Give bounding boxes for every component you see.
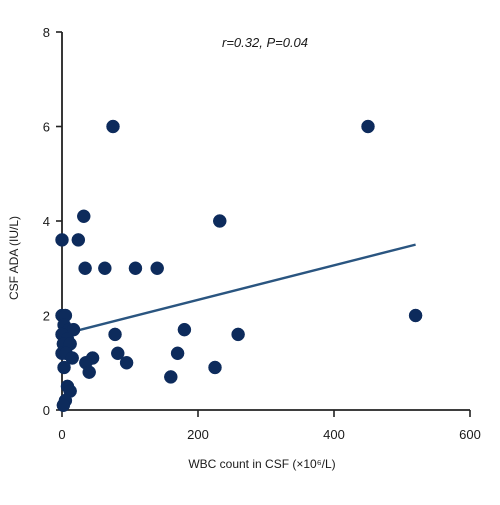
regression-line-group	[61, 243, 416, 336]
data-point	[208, 360, 222, 375]
correlation-annotation: r=0.32, P=0.04	[222, 35, 308, 50]
y-tick-label: 8	[43, 25, 50, 40]
y-tick-label: 6	[43, 120, 50, 135]
data-point	[65, 351, 79, 365]
data-point	[106, 119, 120, 134]
data-point	[56, 398, 71, 413]
data-point	[77, 209, 91, 224]
x-tick-label: 400	[323, 427, 345, 442]
data-point	[361, 119, 375, 134]
y-tick-label: 4	[43, 214, 50, 229]
data-point	[128, 261, 143, 275]
data-point	[408, 308, 423, 323]
data-point	[170, 346, 185, 361]
data-point	[231, 327, 245, 342]
data-point	[111, 346, 125, 361]
y-tick-label: 2	[43, 309, 50, 324]
data-point	[66, 322, 81, 337]
y-tick-label: 0	[43, 403, 50, 418]
data-point	[55, 233, 69, 247]
data-point	[98, 261, 112, 275]
x-tick-label: 0	[58, 427, 65, 442]
x-axis-label: WBC count in CSF (×10⁶/L)	[188, 457, 335, 471]
data-point	[57, 360, 71, 375]
data-point	[119, 356, 134, 370]
regression-line	[61, 243, 416, 336]
data-point	[150, 261, 164, 275]
data-point	[78, 261, 92, 275]
data-point	[71, 233, 86, 247]
x-tick-label: 600	[459, 427, 481, 442]
y-axis-label: CSF ADA (IU/L)	[7, 216, 21, 300]
data-points	[55, 119, 423, 413]
data-point	[213, 214, 227, 228]
data-point	[164, 370, 178, 384]
data-point	[108, 327, 122, 342]
data-point	[82, 365, 96, 379]
axis-ticks: 0 2 4 6 8 0 200 400 600	[43, 25, 481, 442]
data-point	[177, 322, 192, 337]
x-tick-label: 200	[187, 427, 209, 442]
